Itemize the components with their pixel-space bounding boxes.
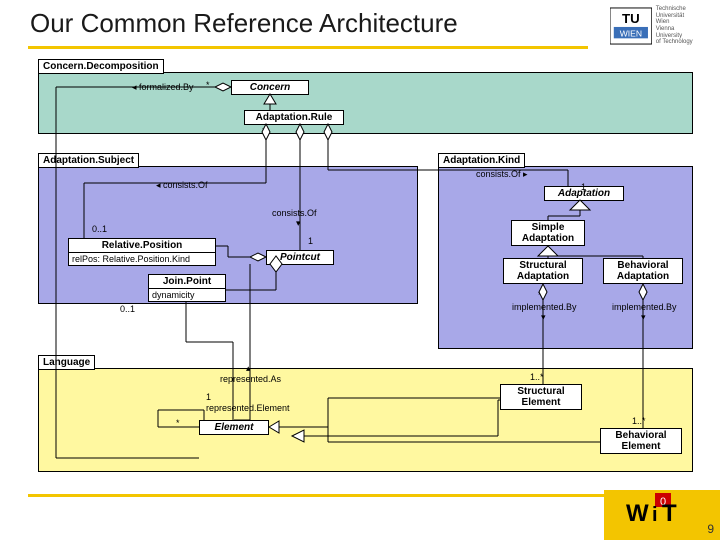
pkg-language-tab: Language bbox=[38, 355, 95, 370]
cls-adaptation-rule: Adaptation.Rule bbox=[244, 110, 344, 125]
cls-struct-adapt-title: Structural Adaptation bbox=[504, 259, 582, 283]
mult-relpos: 0..1 bbox=[92, 224, 107, 234]
cls-relpos: Relative.Position relPos: Relative.Posit… bbox=[68, 238, 216, 266]
cls-behav-elem: Behavioral Element bbox=[600, 428, 682, 454]
cls-joinpoint-title: Join.Point bbox=[149, 275, 225, 288]
wit-logo-icon: W 0 i T bbox=[620, 491, 680, 529]
lbl-impl-ba: implemented.By bbox=[612, 302, 677, 312]
pkg-kind-tab: Adaptation.Kind bbox=[438, 153, 525, 168]
mult-jp: 0..1 bbox=[120, 304, 135, 314]
cls-pointcut: Pointcut bbox=[266, 250, 334, 265]
cls-pointcut-title: Pointcut bbox=[267, 251, 333, 264]
cls-relpos-title: Relative.Position bbox=[69, 239, 215, 252]
lbl-consistsof-kind: consists.Of ▸ bbox=[476, 169, 528, 180]
cls-simple-adapt-title: Simple Adaptation bbox=[512, 221, 584, 245]
lbl-impl-sa: implemented.By bbox=[512, 302, 577, 312]
cls-element: Element bbox=[199, 420, 269, 435]
cls-simple-adapt: Simple Adaptation bbox=[511, 220, 585, 246]
lbl-consistsof-pc-arrow: ▾ bbox=[296, 218, 301, 229]
mult-formalizedby: * bbox=[206, 80, 210, 90]
mult-sa-star: * bbox=[538, 290, 542, 300]
cls-adaptation-rule-title: Adaptation.Rule bbox=[245, 111, 343, 124]
mult-ar-left: * bbox=[262, 126, 266, 136]
pkg-subject: Adaptation.Subject bbox=[38, 166, 418, 304]
slide: Our Common Reference Architecture TU WIE… bbox=[0, 0, 720, 540]
page-title: Our Common Reference Architecture bbox=[30, 8, 458, 39]
cls-behav-adapt: Behavioral Adaptation bbox=[603, 258, 683, 284]
cls-concern-title: Concern bbox=[232, 81, 308, 94]
pkg-subject-tab: Adaptation.Subject bbox=[38, 153, 139, 168]
tu-text: TU bbox=[622, 11, 640, 26]
footer-rule bbox=[28, 494, 604, 497]
lbl-reprel: represented.Element bbox=[206, 403, 290, 413]
pkg-concern-tab: Concern.Decomposition bbox=[38, 59, 164, 74]
pkg-language: Language bbox=[38, 368, 693, 472]
svg-text:T: T bbox=[662, 500, 677, 527]
cls-struct-elem-title: Structural Element bbox=[501, 385, 581, 409]
cls-behav-adapt-title: Behavioral Adaptation bbox=[604, 259, 682, 283]
tu-logo: TU WIEN Technische Universität Wien Vien… bbox=[610, 6, 700, 46]
svg-text:i: i bbox=[652, 504, 658, 526]
cls-relpos-attr: relPos: Relative.Position.Kind bbox=[69, 252, 215, 265]
svg-text:W: W bbox=[626, 500, 649, 527]
cls-struct-elem: Structural Element bbox=[500, 384, 582, 410]
mult-ba-star: * bbox=[644, 290, 648, 300]
lbl-repras-arrow: ▴ bbox=[246, 363, 251, 374]
wit-logo: W 0 i T bbox=[620, 491, 680, 534]
mult-se: 1..* bbox=[530, 372, 544, 382]
lbl-impl-sa-arrow: ▾ bbox=[541, 312, 546, 323]
mult-be: 1..* bbox=[632, 416, 646, 426]
mult-consistsof-kind: 1 bbox=[581, 182, 586, 192]
wien-text: WIEN bbox=[620, 28, 642, 38]
lbl-repras: represented.As bbox=[220, 374, 281, 384]
cls-behav-elem-title: Behavioral Element bbox=[601, 429, 681, 453]
cls-concern: Concern bbox=[231, 80, 309, 95]
cls-struct-adapt: Structural Adaptation bbox=[503, 258, 583, 284]
mult-ar-mid: * bbox=[298, 126, 302, 136]
footer-bar: W 0 i T 9 bbox=[604, 490, 720, 540]
mult-repras: 1 bbox=[206, 392, 211, 402]
lbl-consistsof-sub: ◂ consists.Of bbox=[156, 180, 208, 191]
title-rule bbox=[28, 46, 588, 49]
lbl-consistsof-pc: consists.Of bbox=[272, 208, 317, 218]
cls-joinpoint-attr: dynamicity bbox=[149, 288, 225, 301]
cls-element-title: Element bbox=[200, 421, 268, 434]
lbl-formalizedby: ◂ formalized.By bbox=[132, 82, 194, 93]
mult-ar-right: * bbox=[326, 126, 330, 136]
page-number: 9 bbox=[707, 522, 714, 536]
mult-pc: 1 bbox=[308, 236, 313, 246]
uml-diagram: Concern.Decomposition Concern Adaptation… bbox=[28, 58, 698, 488]
mult-reprel: * bbox=[176, 418, 180, 428]
tu-logo-icon: TU WIEN bbox=[610, 7, 652, 45]
lbl-impl-ba-arrow: ▾ bbox=[641, 312, 646, 323]
cls-joinpoint: Join.Point dynamicity bbox=[148, 274, 226, 302]
tu-logo-caption: Technische Universität Wien Vienna Unive… bbox=[656, 6, 700, 46]
